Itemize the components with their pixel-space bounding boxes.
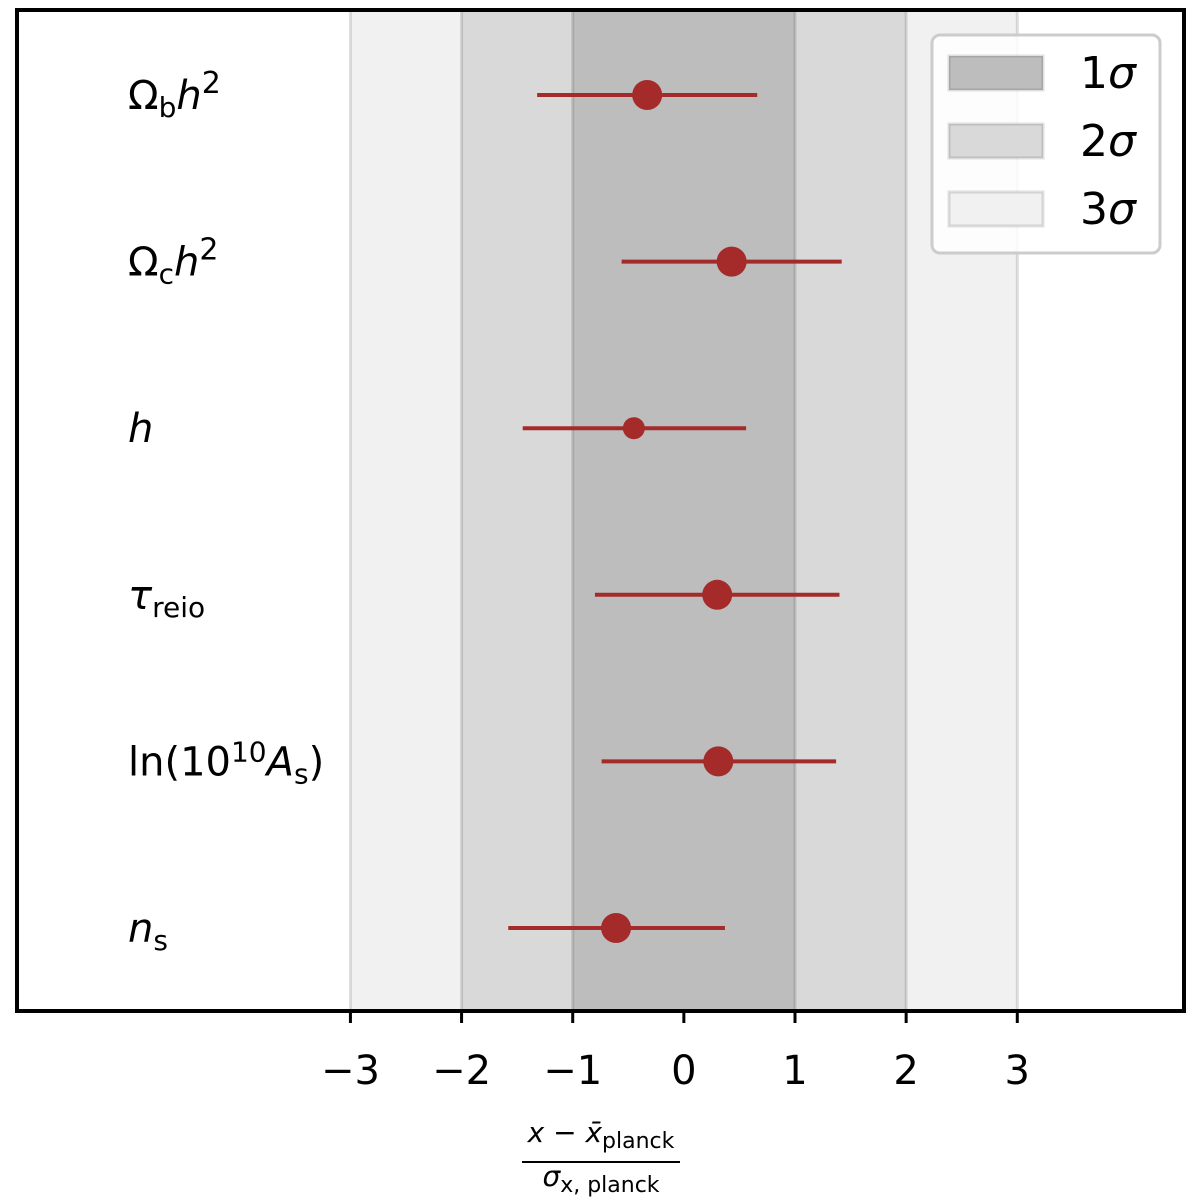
legend-label: 1σ — [1080, 48, 1137, 99]
param-label-variable: n — [128, 906, 153, 952]
param-label-subscript: s — [153, 924, 168, 957]
data-point — [622, 417, 645, 440]
legend-swatch-2sigma — [947, 122, 1045, 160]
legend-label-symbol: σ — [1108, 184, 1137, 235]
param-label: ln(1010As) — [128, 735, 324, 790]
param-label-base: Ω — [128, 240, 159, 286]
x-label-var: x — [527, 1116, 545, 1149]
data-point — [702, 579, 733, 610]
band-1sigma — [572, 10, 795, 1011]
legend-label: 3σ — [1080, 184, 1137, 235]
x-tick-label: 3 — [1005, 1048, 1030, 1094]
legend-label-number: 3 — [1080, 184, 1108, 235]
x-tick-label: 1 — [782, 1048, 807, 1094]
param-label: τreio — [128, 573, 205, 624]
x-label-operator: − — [544, 1116, 585, 1149]
data-point — [716, 246, 747, 277]
x-tick-label: 0 — [671, 1048, 696, 1094]
param-label-variable: h — [174, 240, 199, 286]
x-label-denominator-subscript: x, planck — [560, 1173, 660, 1198]
x-tick-label: −3 — [321, 1048, 380, 1094]
legend-label: 2σ — [1080, 116, 1137, 167]
sigma-bands — [348, 10, 1019, 1011]
param-label-variable: τ — [128, 573, 153, 619]
x-axis-ticks: −3 −2 −1 0 1 2 3 — [321, 1011, 1030, 1094]
param-label-variable: h — [128, 406, 153, 452]
x-tick-label: −2 — [432, 1048, 491, 1094]
param-label-subscript: reio — [152, 591, 205, 624]
plot-frame — [15, 8, 1186, 1013]
legend-swatch-3sigma — [947, 190, 1045, 228]
param-label: Ωbh2 — [128, 66, 221, 124]
x-tick-label: 2 — [893, 1048, 918, 1094]
x-tick-label: −1 — [543, 1048, 602, 1094]
param-label-variable: h — [176, 73, 201, 119]
legend-label-symbol: σ — [1108, 116, 1137, 167]
x-label-numerator: x − x̄planck — [527, 1116, 675, 1154]
data-point — [632, 80, 663, 110]
param-label-subscript: s — [294, 757, 309, 790]
data-point — [703, 746, 734, 777]
x-label-numerator-subscript: planck — [602, 1129, 675, 1154]
x-axis-label: x − x̄planck σx, planck — [522, 1116, 680, 1198]
param-label: Ωch2 — [128, 233, 218, 291]
legend-label-number: 2 — [1080, 116, 1108, 167]
param-label-base: Ω — [128, 73, 159, 119]
param-label-superscript: 2 — [202, 66, 221, 101]
param-label-subscript: b — [159, 91, 177, 124]
x-label-sigma: σ — [542, 1160, 561, 1193]
param-label-superscript: 2 — [199, 233, 218, 268]
param-label: ns — [128, 906, 168, 957]
param-label-subscript: c — [159, 258, 174, 291]
param-label: h — [128, 406, 153, 452]
legend-swatch-1sigma — [947, 54, 1045, 92]
param-label-prefix: ln(10 — [128, 739, 231, 785]
param-label-suffix: ) — [309, 739, 325, 785]
param-label-superscript: 10 — [231, 735, 267, 768]
x-label-denominator: σx, planck — [542, 1160, 659, 1198]
data-point — [601, 913, 632, 943]
legend-label-symbol: σ — [1108, 48, 1137, 99]
legend-label-number: 1 — [1080, 48, 1108, 99]
param-label-variable: A — [264, 739, 294, 785]
error-bars — [508, 80, 842, 943]
x-label-mean: x̄ — [584, 1116, 602, 1149]
